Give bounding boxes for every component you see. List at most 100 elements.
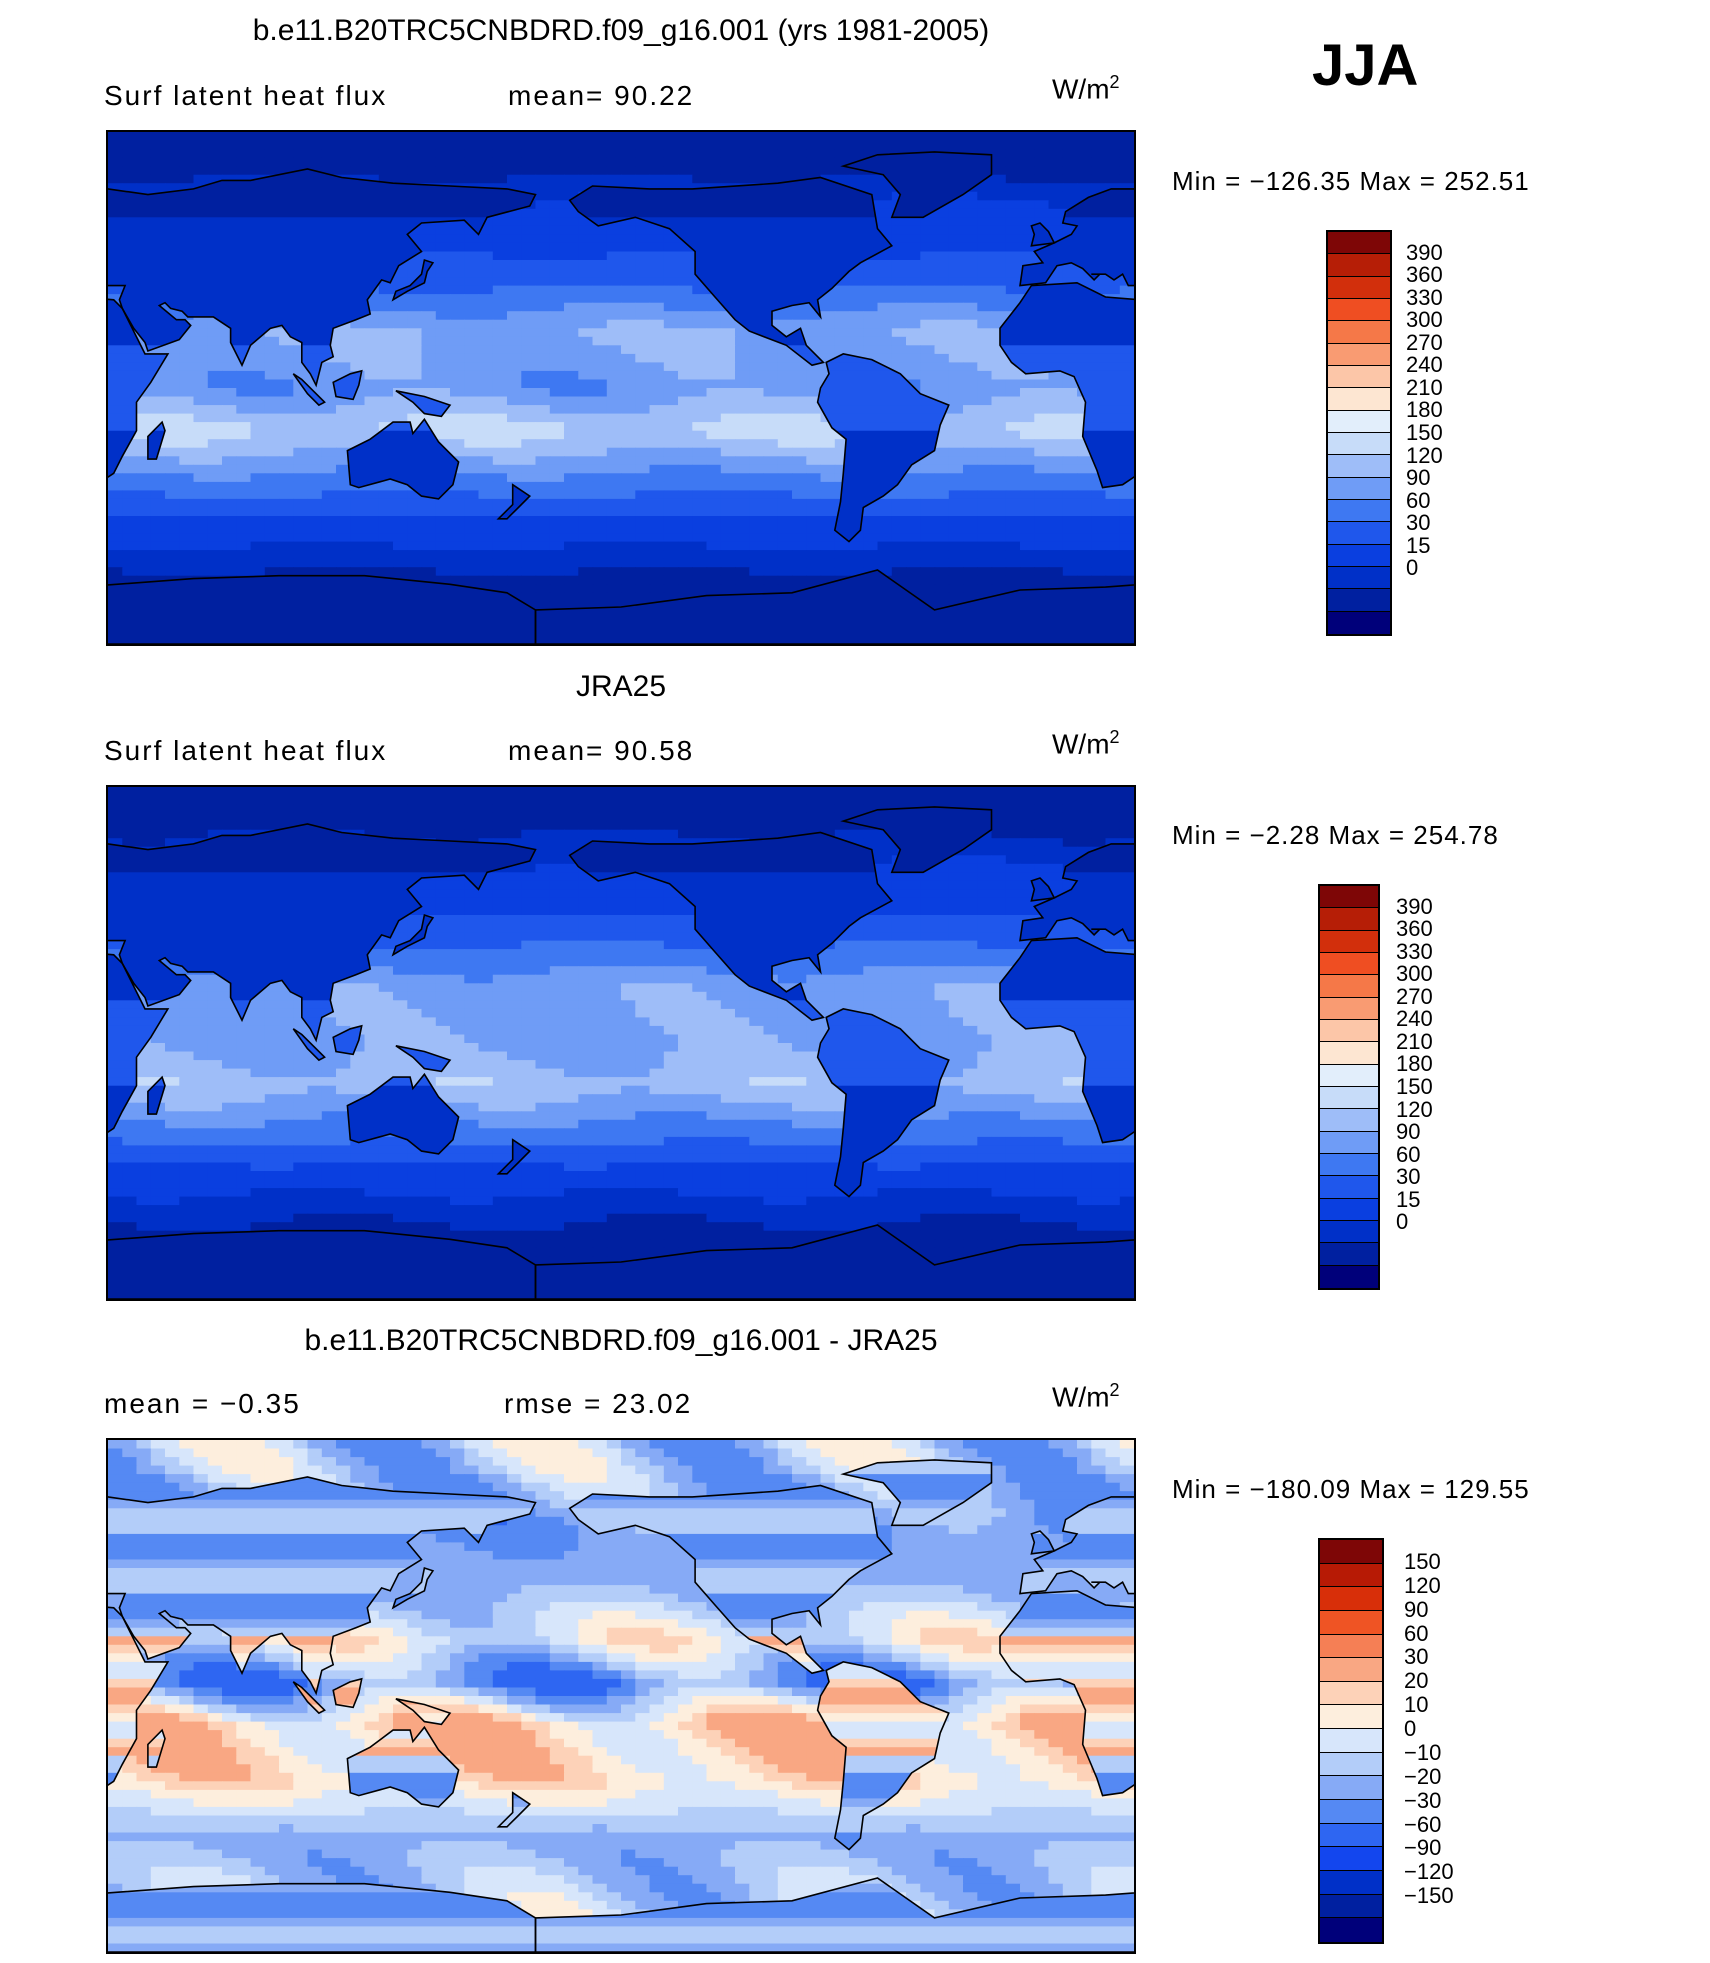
- field-cell: [720, 379, 736, 389]
- field-cell: [606, 149, 622, 159]
- field-cell: [421, 379, 437, 389]
- field-cell: [1005, 829, 1021, 839]
- field-cell: [108, 838, 123, 848]
- field-cell: [592, 319, 608, 329]
- field-cell: [1048, 140, 1064, 150]
- field-cell: [720, 795, 736, 805]
- field-cell: [1077, 174, 1092, 184]
- field-cell: [621, 217, 636, 227]
- field-cell: [920, 575, 936, 585]
- field-cell: [606, 166, 622, 176]
- field-cell: [549, 294, 565, 304]
- field-cell: [1105, 140, 1121, 150]
- field-cell: [649, 413, 665, 423]
- field-cell: [364, 422, 380, 432]
- field-cell: [891, 795, 907, 805]
- field-cell: [407, 507, 423, 517]
- field-cell: [450, 558, 465, 568]
- field-cell: [977, 550, 993, 560]
- field-cell: [336, 498, 351, 508]
- field-cell: [364, 804, 380, 814]
- field-cell: [236, 430, 252, 440]
- field-cell: [421, 567, 437, 577]
- field-cell: [1005, 277, 1021, 287]
- field-cell: [820, 132, 836, 142]
- field-cell: [535, 208, 551, 218]
- field-cell: [136, 575, 152, 585]
- field-cell: [592, 277, 608, 287]
- field-cell: [521, 140, 537, 150]
- field-cell: [250, 567, 266, 577]
- field-cell: [492, 575, 508, 585]
- field-cell: [906, 260, 921, 270]
- field-cell: [792, 550, 807, 560]
- field-cell: [806, 804, 822, 814]
- field-cell: [991, 319, 1007, 329]
- field-cell: [792, 302, 807, 312]
- field-cell: [963, 430, 978, 440]
- field-cell: [336, 353, 351, 363]
- field-cell: [1105, 490, 1121, 500]
- field-cell: [920, 507, 936, 517]
- field-cell: [165, 550, 180, 560]
- field-cell: [207, 516, 223, 526]
- field-cell: [264, 140, 280, 150]
- field-cell: [478, 804, 494, 814]
- field-cell: [1020, 829, 1035, 839]
- field-cell: [1034, 217, 1050, 227]
- field-cell: [336, 558, 351, 568]
- field-cell: [578, 541, 594, 551]
- field-cell: [193, 533, 209, 543]
- field-cell: [592, 829, 608, 839]
- field-cell: [450, 311, 465, 321]
- field-cell: [849, 533, 864, 543]
- field-cell: [179, 405, 195, 415]
- field-cell: [1034, 456, 1050, 466]
- field-cell: [606, 362, 622, 372]
- field-cell: [1034, 191, 1050, 201]
- field-cell: [692, 277, 708, 287]
- field-cell: [336, 567, 351, 577]
- field-cell: [592, 498, 608, 508]
- field-cell: [806, 516, 822, 526]
- field-cell: [606, 234, 622, 244]
- field-cell: [179, 174, 195, 184]
- field-cell: [165, 439, 180, 449]
- field-cell: [606, 592, 622, 602]
- field-cell: [977, 183, 993, 193]
- field-cell: [1020, 174, 1035, 184]
- field-cell: [1034, 812, 1050, 822]
- field-cell: [606, 464, 622, 474]
- field-cell: [549, 558, 565, 568]
- field-cell: [621, 149, 636, 159]
- field-cell: [649, 804, 665, 814]
- field-cell: [635, 592, 651, 602]
- field-cell: [649, 592, 665, 602]
- field-cell: [1005, 183, 1021, 193]
- field-cell: [663, 558, 679, 568]
- field-cell: [549, 490, 565, 500]
- field-cell: [792, 132, 807, 142]
- field-cell: [535, 516, 551, 526]
- field-cell: [464, 234, 480, 244]
- field-cell: [948, 319, 964, 329]
- field-cell: [792, 516, 807, 526]
- field-cell: [735, 396, 750, 406]
- field-cell: [393, 370, 408, 380]
- field-cell: [321, 396, 337, 406]
- field-cell: [692, 795, 708, 805]
- field-cell: [792, 473, 807, 483]
- field-cell: [592, 456, 608, 466]
- field-cell: [478, 174, 494, 184]
- field-cell: [450, 567, 465, 577]
- field-cell: [592, 174, 608, 184]
- field-cell: [649, 149, 665, 159]
- field-cell: [820, 456, 836, 466]
- field-cell: [378, 302, 394, 312]
- field-cell: [606, 524, 622, 534]
- field-cell: [948, 550, 964, 560]
- field-cell: [635, 498, 651, 508]
- field-cell: [136, 550, 152, 560]
- field-cell: [350, 422, 366, 432]
- field-cell: [464, 132, 480, 142]
